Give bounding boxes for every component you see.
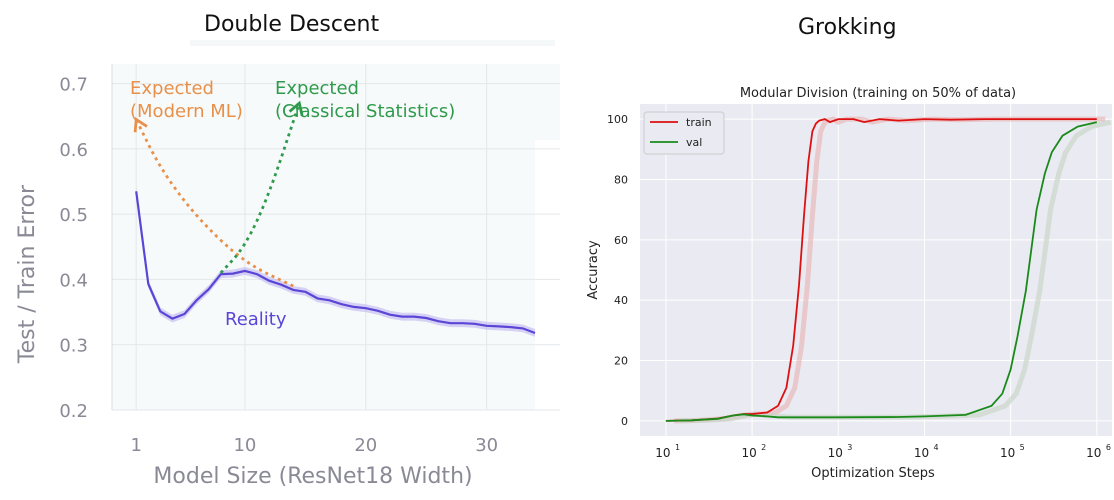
y-tick-label: 100 <box>607 113 628 126</box>
legend-val-label: val <box>686 136 702 149</box>
annotation-modern-ml: (Modern ML) <box>130 101 243 122</box>
x-tick-label: 10 <box>741 446 756 460</box>
x-tick-labels: 10 1 10 2 10 3 10 4 10 5 10 6 <box>655 443 1111 460</box>
x-tick-label: 30 <box>475 435 498 456</box>
grokking-chart: Modular Division (training on 50% of dat… <box>586 86 1112 481</box>
expected-classical-statistics-curve <box>219 102 301 274</box>
plot-background <box>112 64 560 410</box>
annotation-expected-modern: Expected <box>130 78 214 99</box>
x-tick-label: 1 <box>130 435 141 456</box>
reality-line <box>135 191 536 335</box>
x-axis-label: Model Size (ResNet18 Width) <box>153 464 472 489</box>
y-tick-label: 80 <box>614 173 628 186</box>
x-tick-exponent: 1 <box>675 443 680 452</box>
legend-train-label: train <box>686 116 712 129</box>
x-tick-exponent: 5 <box>1020 443 1025 452</box>
grid <box>111 64 560 411</box>
legend: train val <box>643 111 725 155</box>
x-tick-exponent: 4 <box>933 443 938 452</box>
x-tick-exponent: 6 <box>1106 443 1111 452</box>
y-tick-label: 60 <box>614 234 628 247</box>
y-tick-label: 20 <box>614 355 628 368</box>
annotation-reality: Reality <box>225 309 287 330</box>
double-descent-chart: 0.2 0.3 0.4 0.5 0.6 0.7 1 10 20 30 Test / Train … <box>15 40 560 489</box>
x-tick-label: 10 <box>233 435 256 456</box>
x-tick-label: 10 <box>1086 446 1101 460</box>
y-tick-label: 0.6 <box>59 140 88 161</box>
modern-ml-arrowhead <box>133 117 148 133</box>
y-tick-label: 0.7 <box>59 75 88 96</box>
y-tick-labels: 0.2 0.3 0.4 0.5 0.6 0.7 <box>59 75 88 422</box>
y-tick-label: 0 <box>621 415 628 428</box>
classical-statistics-arrowhead <box>288 100 304 117</box>
y-axis-label: Test / Train Error <box>15 184 40 364</box>
x-tick-exponent: 3 <box>847 443 852 452</box>
y-tick-label: 0.2 <box>59 401 88 422</box>
train-line <box>665 118 1097 422</box>
x-tick-exponent: 2 <box>761 443 766 452</box>
x-tick-label: 10 <box>828 446 843 460</box>
annotation-expected-classical: Expected <box>275 78 359 99</box>
y-tick-labels: 0 20 40 60 80 100 <box>607 113 628 428</box>
x-tick-label: 10 <box>914 446 929 460</box>
x-tick-label: 10 <box>655 446 670 460</box>
y-tick-label: 40 <box>614 294 628 307</box>
x-tick-label: 20 <box>354 435 377 456</box>
grokking-title: Grokking <box>798 15 897 40</box>
chart-title: Modular Division (training on 50% of dat… <box>740 86 1016 101</box>
x-axis-label: Optimization Steps <box>811 466 935 481</box>
plot-background <box>640 104 1112 436</box>
y-tick-label: 0.3 <box>59 336 88 357</box>
expected-modern-ml-curve <box>134 118 294 288</box>
annotation-classical-statistics: (Classical Statistics) <box>275 101 455 122</box>
y-tick-label: 0.4 <box>59 270 88 291</box>
y-tick-label: 0.5 <box>59 205 88 226</box>
y-axis-label: Accuracy <box>586 240 601 300</box>
x-tick-labels: 1 10 20 30 <box>130 435 498 456</box>
val-line <box>665 121 1098 422</box>
x-tick-label: 10 <box>1000 446 1015 460</box>
double-descent-title: Double Descent <box>204 12 380 37</box>
